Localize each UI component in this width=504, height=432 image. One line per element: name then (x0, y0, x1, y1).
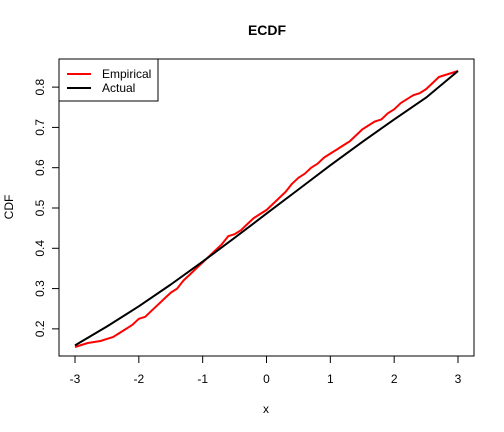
x-axis-label: x (263, 402, 269, 416)
y-tick-label: 0.6 (33, 159, 47, 176)
y-tick-label: 0.7 (33, 119, 47, 136)
series-line-empirical (74, 70, 459, 348)
y-tick-label: 0.8 (33, 78, 47, 95)
x-tick-label: 3 (455, 372, 462, 386)
legend-label-empirical: Empirical (102, 67, 151, 81)
y-tick-label: 0.2 (33, 320, 47, 337)
chart-title: ECDF (248, 22, 287, 38)
y-axis: 0.2 0.3 0.4 0.5 0.6 0.7 0.8 (33, 78, 60, 337)
x-tick-label: 2 (391, 372, 398, 386)
x-tick-label: -3 (70, 372, 81, 386)
x-tick-label: -2 (133, 372, 144, 386)
y-tick-label: 0.4 (33, 240, 47, 257)
x-tick-label: -1 (197, 372, 208, 386)
legend-label-actual: Actual (102, 81, 135, 95)
x-axis: -3 -2 -1 0 1 2 3 (70, 355, 462, 386)
x-tick-label: 0 (263, 372, 270, 386)
y-axis-label: CDF (2, 195, 16, 220)
plot-area-border (58, 58, 475, 357)
legend-box (58, 58, 159, 102)
series-layer (74, 70, 459, 348)
y-tick-label: 0.5 (33, 199, 47, 216)
y-tick-label: 0.3 (33, 280, 47, 297)
x-tick-label: 1 (327, 372, 334, 386)
legend: Empirical Actual (58, 58, 159, 102)
series-line-actual (74, 70, 459, 347)
